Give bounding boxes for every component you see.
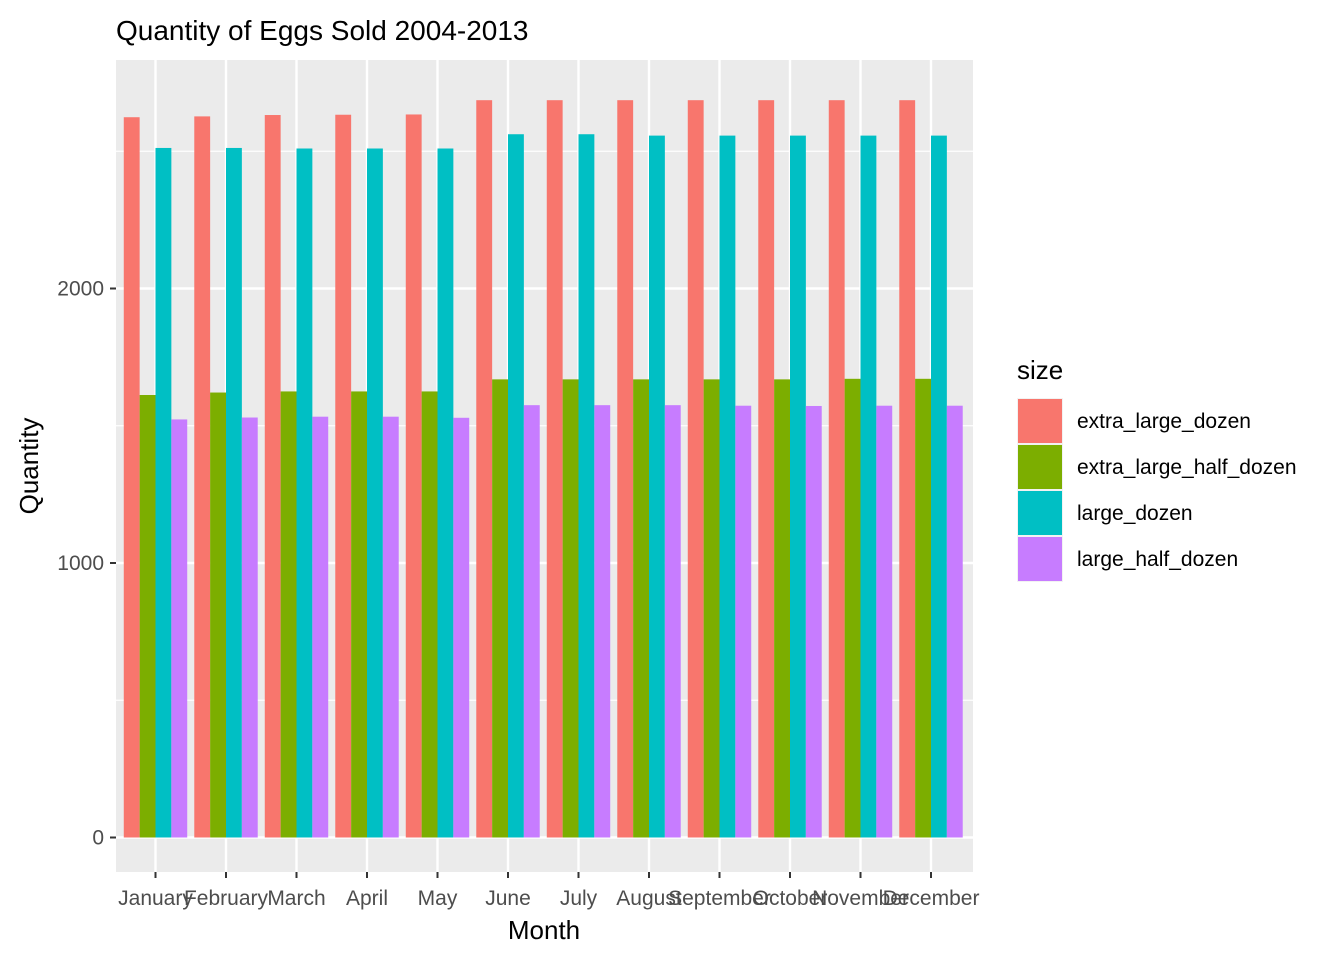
x-tick-label-december: December <box>883 887 980 910</box>
bar-extra_large_half_dozen-october <box>774 379 790 838</box>
bar-extra_large_dozen-june <box>476 100 493 838</box>
x-tick-label-september: September <box>668 887 771 910</box>
bar-large_half_dozen-november <box>876 405 893 838</box>
x-tick-label-january: January <box>118 887 193 910</box>
bar-large_dozen-july <box>578 134 595 838</box>
bar-extra_large_dozen-november <box>828 100 845 838</box>
bar-large_dozen-january <box>155 147 172 838</box>
bar-extra_large_half_dozen-november <box>844 378 861 838</box>
bar-extra_large_dozen-january <box>123 117 140 838</box>
bar-large_half_dozen-march <box>312 416 329 838</box>
legend-label-extra_large_dozen: extra_large_dozen <box>1077 410 1251 433</box>
bar-large_dozen-may <box>437 148 454 838</box>
bar-large_dozen-august <box>649 135 665 838</box>
y-tick-label-0: 0 <box>92 827 104 850</box>
legend-swatch-extra_large_half_dozen <box>1018 445 1062 489</box>
x-axis-title: Month <box>508 915 580 945</box>
bar-large_half_dozen-april <box>382 416 399 838</box>
bar-large_half_dozen-december <box>946 405 963 838</box>
bar-large_half_dozen-january <box>171 419 188 838</box>
bar-extra_large_half_dozen-august <box>633 379 649 838</box>
x-tick-label-october: October <box>753 887 828 910</box>
y-tick-label-2000: 2000 <box>57 278 104 301</box>
bar-large_dozen-february <box>226 147 242 838</box>
legend-swatch-large_half_dozen <box>1018 537 1062 581</box>
bar-extra_large_half_dozen-september <box>703 379 720 838</box>
bar-large_half_dozen-august <box>664 405 681 838</box>
bar-extra_large_half_dozen-may <box>421 391 438 838</box>
legend-label-large_half_dozen: large_half_dozen <box>1077 548 1238 571</box>
bar-large_dozen-june <box>508 134 524 838</box>
legend-swatch-large_dozen <box>1018 491 1062 535</box>
x-tick-label-march: March <box>267 887 325 910</box>
bar-large_half_dozen-may <box>453 417 470 838</box>
bar-large_half_dozen-october <box>805 405 822 838</box>
bar-extra_large_half_dozen-april <box>351 391 367 838</box>
bar-large_dozen-september <box>719 135 736 838</box>
bar-extra_large_half_dozen-july <box>562 379 579 838</box>
bar-large_dozen-march <box>296 148 313 838</box>
bar-large_dozen-october <box>790 135 806 838</box>
x-tick-label-april: April <box>346 887 388 910</box>
bar-marks <box>123 100 963 838</box>
bar-extra_large_half_dozen-february <box>210 392 226 838</box>
bar-extra_large_half_dozen-december <box>915 378 931 838</box>
bar-large_dozen-december <box>931 135 947 838</box>
x-tick-label-may: May <box>418 887 458 910</box>
bar-extra_large_dozen-february <box>194 116 211 838</box>
bar-extra_large_dozen-may <box>405 114 422 838</box>
bar-extra_large_half_dozen-june <box>492 379 508 838</box>
legend-swatch-extra_large_dozen <box>1018 399 1062 443</box>
bar-extra_large_half_dozen-march <box>280 391 297 838</box>
chart-title: Quantity of Eggs Sold 2004-2013 <box>116 15 529 46</box>
legend-title: size <box>1017 355 1063 385</box>
bar-large_half_dozen-june <box>523 405 540 838</box>
bar-extra_large_half_dozen-january <box>139 395 156 838</box>
bar-large_half_dozen-july <box>594 405 611 838</box>
bar-large_dozen-november <box>860 135 877 838</box>
bar-large_half_dozen-september <box>735 405 752 838</box>
bar-extra_large_dozen-april <box>335 114 352 838</box>
x-tick-label-november: November <box>812 887 909 910</box>
bar-extra_large_dozen-july <box>546 100 563 838</box>
bar-large_half_dozen-february <box>241 417 258 838</box>
bar-extra_large_dozen-september <box>687 100 704 838</box>
y-axis: 0 1000 2000 <box>57 278 116 850</box>
x-tick-label-july: July <box>560 887 598 910</box>
x-tick-label-june: June <box>485 887 531 910</box>
x-tick-label-august: August <box>616 887 682 910</box>
x-tick-label-february: February <box>184 887 269 910</box>
legend-items: extra_large_dozen extra_large_half_dozenl… <box>1017 398 1297 582</box>
legend-label-extra_large_half_dozen: extra_large_half_dozen <box>1077 456 1297 479</box>
y-axis-title: Quantity <box>14 418 44 515</box>
legend-label-large_dozen: large_dozen <box>1077 502 1193 525</box>
bar-extra_large_dozen-december <box>899 100 916 838</box>
bar-large_dozen-april <box>367 148 383 838</box>
legend: size extra_large_dozen extra_large_half_d… <box>1017 355 1297 582</box>
bar-extra_large_dozen-march <box>264 115 281 838</box>
bar-extra_large_dozen-august <box>617 100 634 838</box>
bar-extra_large_dozen-october <box>758 100 775 838</box>
y-tick-label-1000: 1000 <box>57 552 104 575</box>
